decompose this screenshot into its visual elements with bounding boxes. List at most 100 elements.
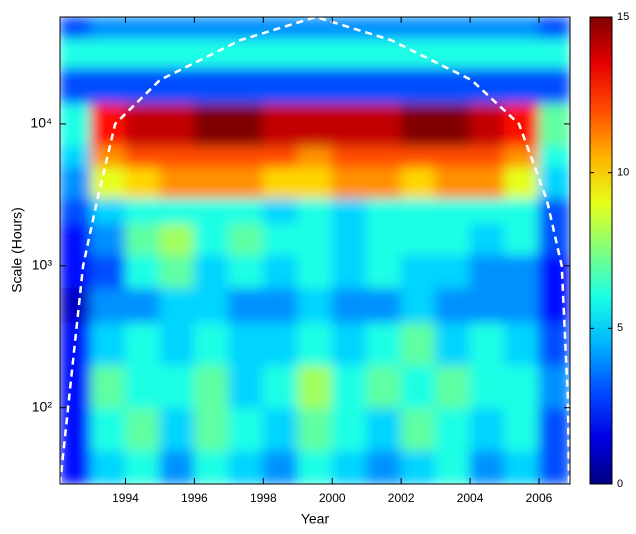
heatmap-cell — [262, 17, 299, 40]
heatmap-cell — [400, 254, 437, 289]
heatmap-cell — [504, 197, 540, 224]
heatmap-cell — [469, 321, 506, 366]
heatmap-cell — [159, 321, 195, 366]
y-tick-label: 10⁴ — [30, 115, 52, 131]
heatmap-cell — [159, 38, 195, 68]
heatmap-cell — [297, 407, 333, 451]
heatmap-cell — [60, 321, 92, 366]
heatmap-cell — [124, 449, 161, 484]
heatmap-cell — [297, 145, 333, 168]
heatmap-cell — [538, 449, 570, 484]
heatmap-cell — [297, 38, 333, 68]
heatmap-cell — [366, 222, 402, 256]
overlay — [60, 17, 570, 484]
x-tick-label: 1996 — [181, 491, 208, 505]
heatmap-cell — [469, 38, 506, 68]
x-tick-label: 1998 — [250, 491, 277, 505]
heatmap-cell — [469, 17, 506, 40]
heatmap-cell — [159, 407, 195, 451]
heatmap-cell — [366, 449, 402, 484]
heatmap-cell — [90, 449, 126, 484]
heatmap-cell — [262, 321, 299, 366]
x-tick-label: 2000 — [319, 491, 346, 505]
heatmap-cell — [504, 254, 540, 289]
heatmap-cell — [366, 254, 402, 289]
heatmap-cell — [400, 364, 437, 409]
heatmap-cell — [435, 254, 471, 289]
heatmap-cell — [193, 321, 230, 366]
heatmap-cell — [90, 364, 126, 409]
heatmap-cell — [469, 407, 506, 451]
y-tick-label: 10² — [32, 398, 53, 414]
heatmap-cell — [366, 145, 402, 168]
heatmap-cell — [228, 17, 264, 40]
heatmap-cell — [228, 321, 264, 366]
heatmap-cell — [331, 145, 368, 168]
heatmap-cell — [262, 166, 299, 199]
heatmap-cell — [435, 287, 471, 323]
heatmap-cell — [262, 287, 299, 323]
heatmap-cell — [60, 222, 92, 256]
heatmap-cell — [504, 166, 540, 199]
heatmap — [60, 17, 570, 484]
heatmap-cell — [60, 102, 92, 147]
heatmap-cell — [366, 364, 402, 409]
heatmap-cell — [228, 197, 264, 224]
heatmap-cell — [90, 197, 126, 224]
heatmap-cell — [228, 66, 264, 104]
heatmap-cell — [262, 407, 299, 451]
heatmap-cell — [193, 166, 230, 199]
heatmap-cell — [193, 364, 230, 409]
heatmap-cell — [228, 166, 264, 199]
heatmap-cell — [331, 102, 368, 147]
heatmap-cell — [124, 407, 161, 451]
heatmap-cell — [159, 287, 195, 323]
heatmap-cell — [366, 287, 402, 323]
heatmap-cell — [400, 38, 437, 68]
heatmap-cell — [297, 102, 333, 147]
heatmap-cell — [193, 66, 230, 104]
heatmap-cell — [504, 287, 540, 323]
heatmap-cell — [124, 38, 161, 68]
heatmap-cell — [435, 449, 471, 484]
heatmap-cell — [331, 166, 368, 199]
heatmap-cell — [124, 166, 161, 199]
heatmap-cell — [193, 145, 230, 168]
heatmap-cell — [228, 364, 264, 409]
heatmap-cell — [469, 287, 506, 323]
heatmap-cell — [159, 364, 195, 409]
heatmap-cell — [504, 222, 540, 256]
heatmap-cell — [400, 287, 437, 323]
heatmap-cell — [262, 222, 299, 256]
heatmap-cell — [60, 145, 92, 168]
heatmap-cell — [262, 102, 299, 147]
heatmap-cell — [90, 38, 126, 68]
heatmap-cell — [400, 102, 437, 147]
heatmap-cell — [90, 407, 126, 451]
heatmap-cell — [60, 66, 92, 104]
heatmap-cell — [366, 166, 402, 199]
heatmap-cell — [90, 321, 126, 366]
heatmap-cell — [124, 364, 161, 409]
heatmap-cell — [469, 145, 506, 168]
heatmap-cell — [469, 102, 506, 147]
heatmap-cell — [193, 449, 230, 484]
heatmap-cell — [193, 17, 230, 40]
cone-of-influence — [60, 17, 570, 484]
heatmap-cell — [228, 222, 264, 256]
heatmap-cell — [124, 197, 161, 224]
heatmap-cell — [538, 364, 570, 409]
heatmap-cell — [538, 38, 570, 68]
heatmap-cell — [193, 407, 230, 451]
colorbar-tick-label: 10 — [617, 167, 629, 179]
heatmap-cell — [90, 145, 126, 168]
heatmap-cell — [228, 287, 264, 323]
heatmap-cell — [331, 38, 368, 68]
heatmap-cell — [124, 145, 161, 168]
heatmap-cell — [297, 166, 333, 199]
heatmap-cell — [159, 254, 195, 289]
heatmap-cell — [90, 17, 126, 40]
heatmap-cell — [469, 166, 506, 199]
heatmap-cell — [504, 145, 540, 168]
heatmap-cell — [435, 222, 471, 256]
